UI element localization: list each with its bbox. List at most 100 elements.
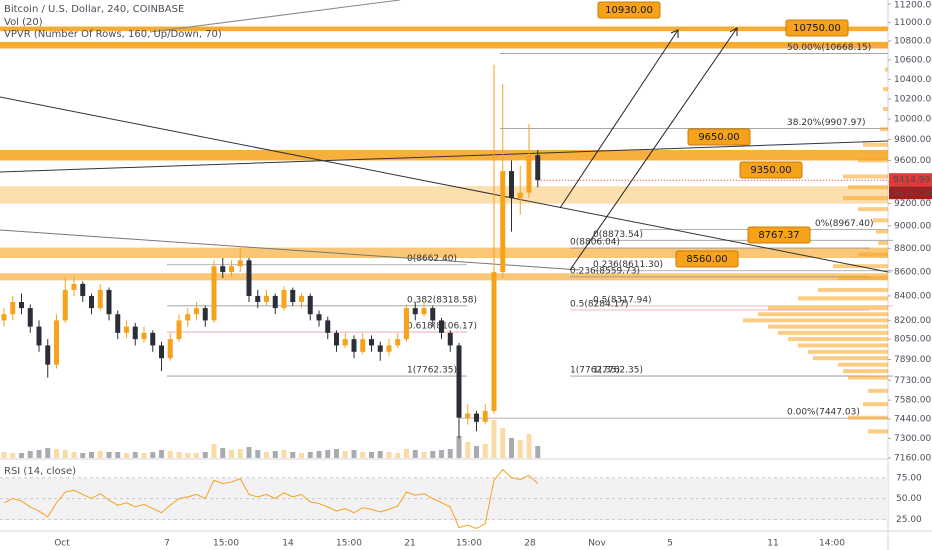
y-tick-label: 9000.00 — [894, 221, 931, 231]
candle-body — [124, 326, 129, 333]
y-tick-label: 9600.00 — [894, 156, 931, 166]
vpvr — [743, 67, 888, 434]
level-label: 0%(8967.40) — [815, 219, 874, 229]
candle-body — [526, 155, 532, 193]
x-tick-label: Oct — [54, 539, 70, 549]
candle-body — [185, 314, 191, 321]
volume-bar — [334, 449, 339, 458]
y-tick-label: 7580.00 — [894, 396, 931, 406]
candle-body — [167, 339, 173, 359]
trend-line — [0, 96, 889, 273]
y-tick-label: 10000.00 — [894, 115, 932, 125]
candle-body — [36, 326, 42, 346]
volume-bar — [10, 453, 16, 458]
candle-body — [89, 295, 94, 309]
level-label: 38.20%(9907.97) — [787, 118, 866, 128]
rsi-tick-label: 50.00 — [896, 494, 922, 504]
arrow — [569, 27, 738, 271]
level-label: 1(7762.35) — [570, 366, 620, 376]
zone — [0, 186, 888, 204]
candle-body — [272, 295, 278, 309]
candle-body — [281, 289, 287, 309]
x-tick-label: 7 — [164, 539, 170, 549]
volume-bar — [369, 452, 374, 458]
zone-label-box — [687, 128, 751, 146]
volume-bar — [395, 453, 401, 458]
y-tick-label: 8800.00 — [894, 244, 931, 254]
vpvr-bar — [843, 174, 888, 179]
y-tick-label: 9200.00 — [894, 199, 931, 209]
level-label: 0.5(8284.17) — [570, 300, 629, 310]
volume-bar — [211, 444, 217, 458]
volume-bar — [141, 453, 147, 458]
candle-body — [132, 326, 138, 340]
volume-bar — [115, 452, 121, 458]
candle-body — [517, 192, 523, 199]
vpvr-bar — [858, 158, 888, 163]
candle-body — [237, 260, 243, 267]
candle-body — [54, 320, 59, 365]
candle-body — [509, 171, 514, 199]
zone — [0, 26, 888, 32]
volume-bar — [89, 452, 94, 458]
zone-label: 10930.00 — [605, 5, 653, 16]
candle-body — [395, 339, 401, 346]
volume-bar — [535, 446, 541, 458]
chart-title: Bitcoin / U.S. Dollar, 240, COINBASE — [4, 4, 184, 15]
volume-bar — [45, 448, 51, 458]
countdown-label: 02:37:06 — [893, 189, 932, 199]
vpvr-bar — [880, 127, 888, 132]
zone-label: 10750.00 — [793, 23, 841, 34]
candle-body — [10, 302, 16, 315]
candle-body — [211, 266, 217, 321]
vpvr-bar — [848, 375, 888, 380]
zone-label-box — [675, 250, 739, 268]
x-tick-label: 11 — [767, 539, 778, 549]
volume-bar — [71, 452, 77, 458]
volume-bar — [150, 452, 156, 458]
candle-body — [465, 413, 471, 418]
rsi-tick-label: 25.00 — [896, 515, 922, 525]
zones — [0, 26, 888, 281]
candles — [1, 64, 541, 458]
zone — [0, 149, 888, 161]
vpvr-bar — [743, 318, 888, 323]
candle-body — [71, 283, 77, 290]
indicator-label: RSI (14, close) — [4, 466, 76, 477]
candle-body — [45, 345, 51, 365]
volume-bar — [1, 452, 7, 458]
vpvr-bar — [843, 369, 888, 374]
volume-bar — [404, 449, 409, 458]
level-label: 0.236(8611.30) — [593, 260, 663, 270]
vpvr-bar — [768, 306, 888, 311]
y-tick-label: 10400.00 — [894, 75, 932, 85]
volume-bar — [62, 450, 68, 458]
candle-body — [264, 295, 269, 303]
y-tick-label: 8200.00 — [894, 316, 931, 326]
y-tick-label: 7890.00 — [894, 355, 931, 365]
vpvr-bar — [863, 142, 888, 147]
x-tick-label: 14 — [282, 539, 294, 549]
candle-body — [115, 314, 121, 333]
candle-body — [176, 320, 182, 340]
volume-bar — [272, 451, 278, 458]
vpvr-bar — [848, 415, 888, 420]
trend-line — [149, 0, 401, 33]
volume-bar — [220, 448, 226, 458]
volume-bar — [456, 436, 462, 458]
y-tick-label: 8400.00 — [894, 291, 931, 301]
volume-bar — [229, 450, 234, 458]
x-tick-label: 28 — [524, 539, 536, 549]
volume-bar — [299, 453, 304, 458]
labels: 10930.00 10750.00 9650.00 9350.00 8767.37 856… — [597, 1, 849, 268]
candle-body — [342, 339, 348, 346]
drawings — [0, 0, 889, 273]
volume-bar — [342, 451, 348, 458]
y-tick-label: 11000.00 — [894, 18, 932, 28]
x-tick-label: 14:00 — [819, 539, 845, 549]
volume-bar — [351, 450, 357, 458]
candle-body — [412, 308, 418, 315]
y-tick-label: 7730.00 — [894, 376, 931, 386]
volume-bar — [430, 451, 436, 458]
